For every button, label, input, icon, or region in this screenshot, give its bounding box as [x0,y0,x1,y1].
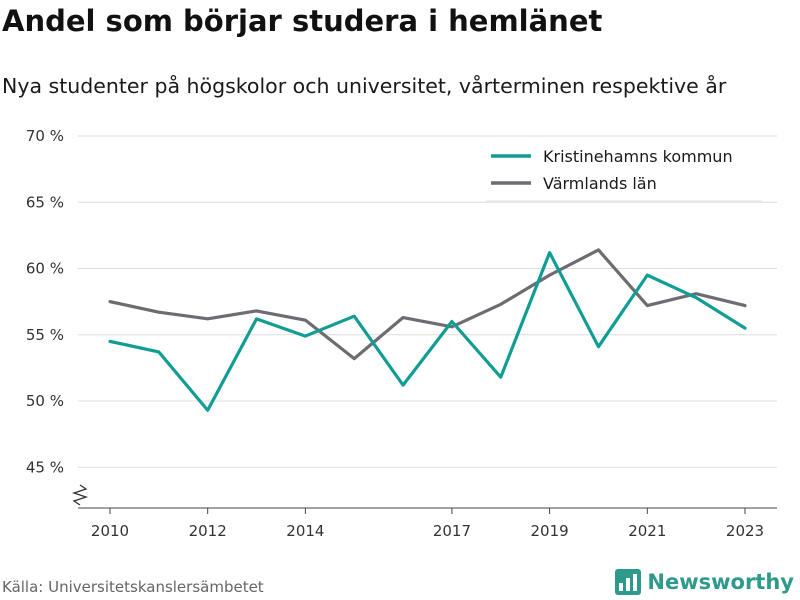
chart-subtitle: Nya studenter på högskolor och universit… [2,74,727,98]
legend-background [486,140,762,200]
brand-name: Newsworthy [647,570,794,594]
series-lines [108,248,747,412]
legend-label: Värmlands län [543,174,657,193]
y-tick-label: 45 % [26,458,64,476]
x-tick-label: 2012 [189,522,227,540]
y-tick-label: 55 % [26,326,64,344]
x-tick-label: 2021 [628,522,666,540]
source-note: Källa: Universitetskanslersämbetet [2,578,264,596]
y-tick-label: 70 % [26,127,64,145]
line-chart: 45 %50 %55 %60 %65 %70 % 2010 2012 2014 201… [26,127,777,540]
x-tick-label: 2017 [433,522,471,540]
series-line-kristinehamn [108,251,747,412]
y-axis-ticks: 45 % 50 % 55 % 60 % 65 % 70 % [26,127,64,476]
y-tick-label: 65 % [26,193,64,211]
x-tick-label: 2023 [726,522,764,540]
x-axis-ticks: 2010 2012 2014 2017 2019 2021 2023 [91,508,764,540]
y-tick-label: 50 % [26,392,64,410]
x-tick-label: 2010 [91,522,129,540]
y-tick-label: 60 % [26,260,64,278]
axis-break-marker [71,484,89,506]
x-axis [71,484,777,509]
legend-label: Kristinehamns kommun [543,147,733,166]
gridlines [78,135,777,468]
x-tick-label: 2019 [531,522,569,540]
bar-chart-logo-icon [615,569,642,595]
x-tick-label: 2014 [286,522,324,540]
brand-logo: Newsworthy [615,569,794,595]
chart-title: Andel som börjar studera i hemlänet [2,4,603,38]
legend: Kristinehamns kommun Värmlands län [486,140,762,202]
series-line-varmland [108,248,747,361]
